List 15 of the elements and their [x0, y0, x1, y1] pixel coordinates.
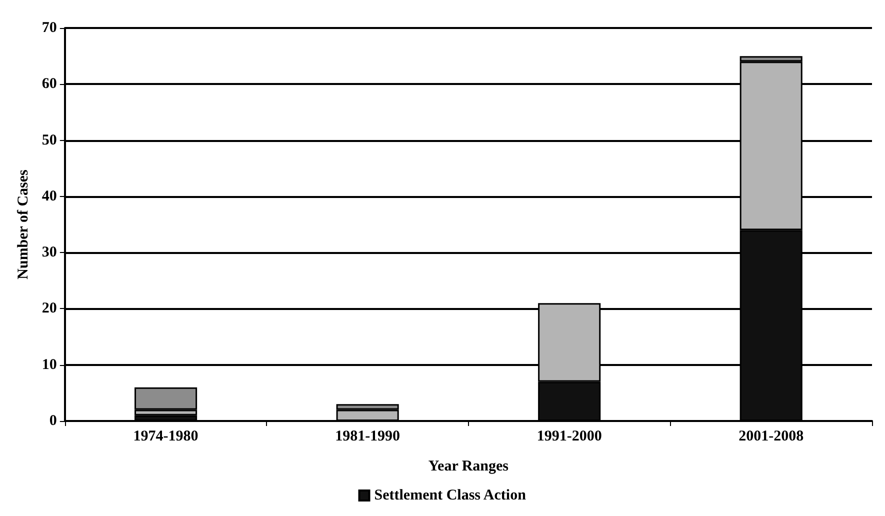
y-tick-label: 70	[42, 20, 57, 36]
y-axis-title: Number of Cases	[16, 169, 32, 280]
y-tick-label: 10	[42, 356, 57, 373]
legend-label: Settlement Class Action	[374, 488, 527, 504]
x-tick-label: 2001-2008	[738, 428, 804, 444]
x-tick-label: 1981-1990	[335, 428, 400, 444]
y-tick-label: 40	[42, 188, 57, 204]
y-tick-label: 20	[42, 300, 57, 317]
y-tick-label: 50	[42, 132, 57, 148]
y-tick-label: 30	[42, 244, 57, 261]
y-tick-label: 0	[49, 413, 57, 429]
x-axis-title: Year Ranges	[428, 458, 509, 474]
x-tick-label: 1991-2000	[536, 428, 602, 444]
y-tick-label: 60	[42, 76, 57, 92]
x-tick-label: 1974-1980	[133, 428, 198, 444]
